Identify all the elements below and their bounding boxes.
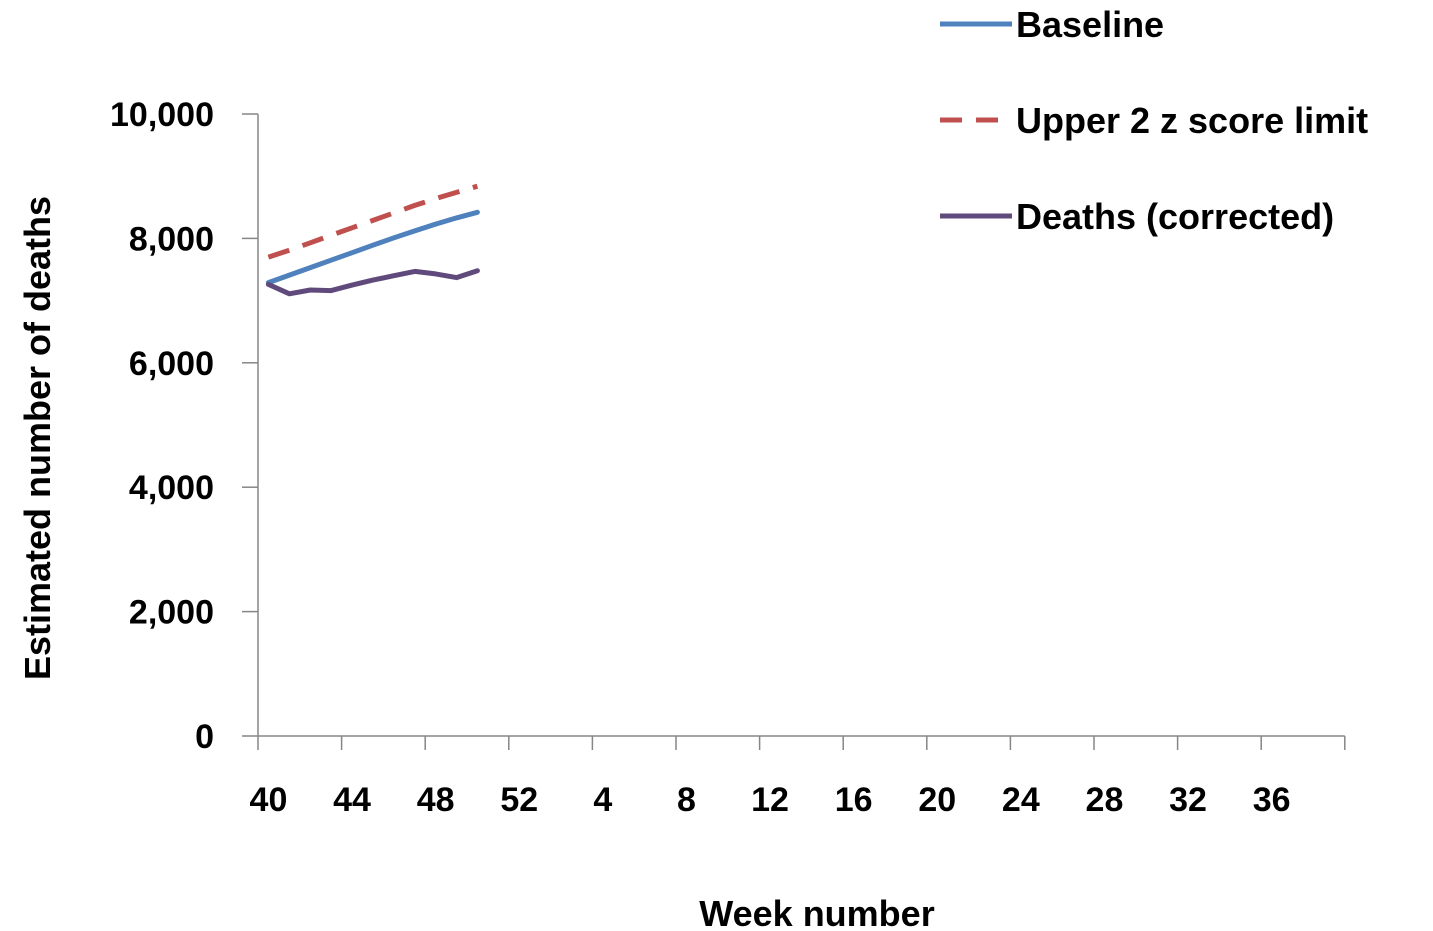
legend-label: Upper 2 z score limit: [1016, 100, 1368, 141]
x-tick-label: 28: [1086, 781, 1124, 819]
x-tick-label: 24: [1002, 781, 1040, 819]
x-tick-label: 8: [677, 781, 696, 819]
series-line-upper-2-z-score-limit: [267, 183, 479, 260]
y-tick-label: 6,000: [129, 345, 214, 383]
legend-label: Deaths (corrected): [1016, 196, 1334, 237]
y-tick-label: 4,000: [129, 469, 214, 507]
y-tick-label: 8,000: [129, 220, 214, 258]
x-tick-label: 12: [751, 781, 789, 819]
x-tick-label: 16: [835, 781, 873, 819]
series-lines: [265, 183, 480, 297]
legend: Baseline Upper 2 z score limit Deaths (cor…: [940, 4, 1368, 237]
y-tick-label: 0: [195, 718, 214, 756]
x-tick-label: 20: [918, 781, 956, 819]
legend-label: Baseline: [1016, 4, 1164, 45]
x-tick-label: 40: [250, 781, 288, 819]
x-tick-label: 44: [333, 781, 371, 819]
x-tick-label: 48: [417, 781, 455, 819]
series-line-baseline: [265, 209, 480, 286]
x-axis-title: Week number: [699, 893, 934, 931]
y-axis-title: Estimated number of deaths: [17, 196, 58, 680]
y-tick-label: 2,000: [129, 594, 214, 632]
x-tick-label: 36: [1253, 781, 1291, 819]
x-tick-label: 32: [1169, 781, 1207, 819]
x-axis: 40 44 48 52 4 8 12 16 20 24 28 32 36: [250, 735, 1346, 819]
y-axis: 0 2,000 4,000 6,000 8,000 10,000: [110, 96, 259, 756]
y-tick-label: 10,000: [110, 96, 214, 134]
series-line-deaths-corrected: [265, 268, 480, 297]
x-tick-label: 52: [500, 781, 538, 819]
x-tick-label: 4: [593, 781, 612, 819]
